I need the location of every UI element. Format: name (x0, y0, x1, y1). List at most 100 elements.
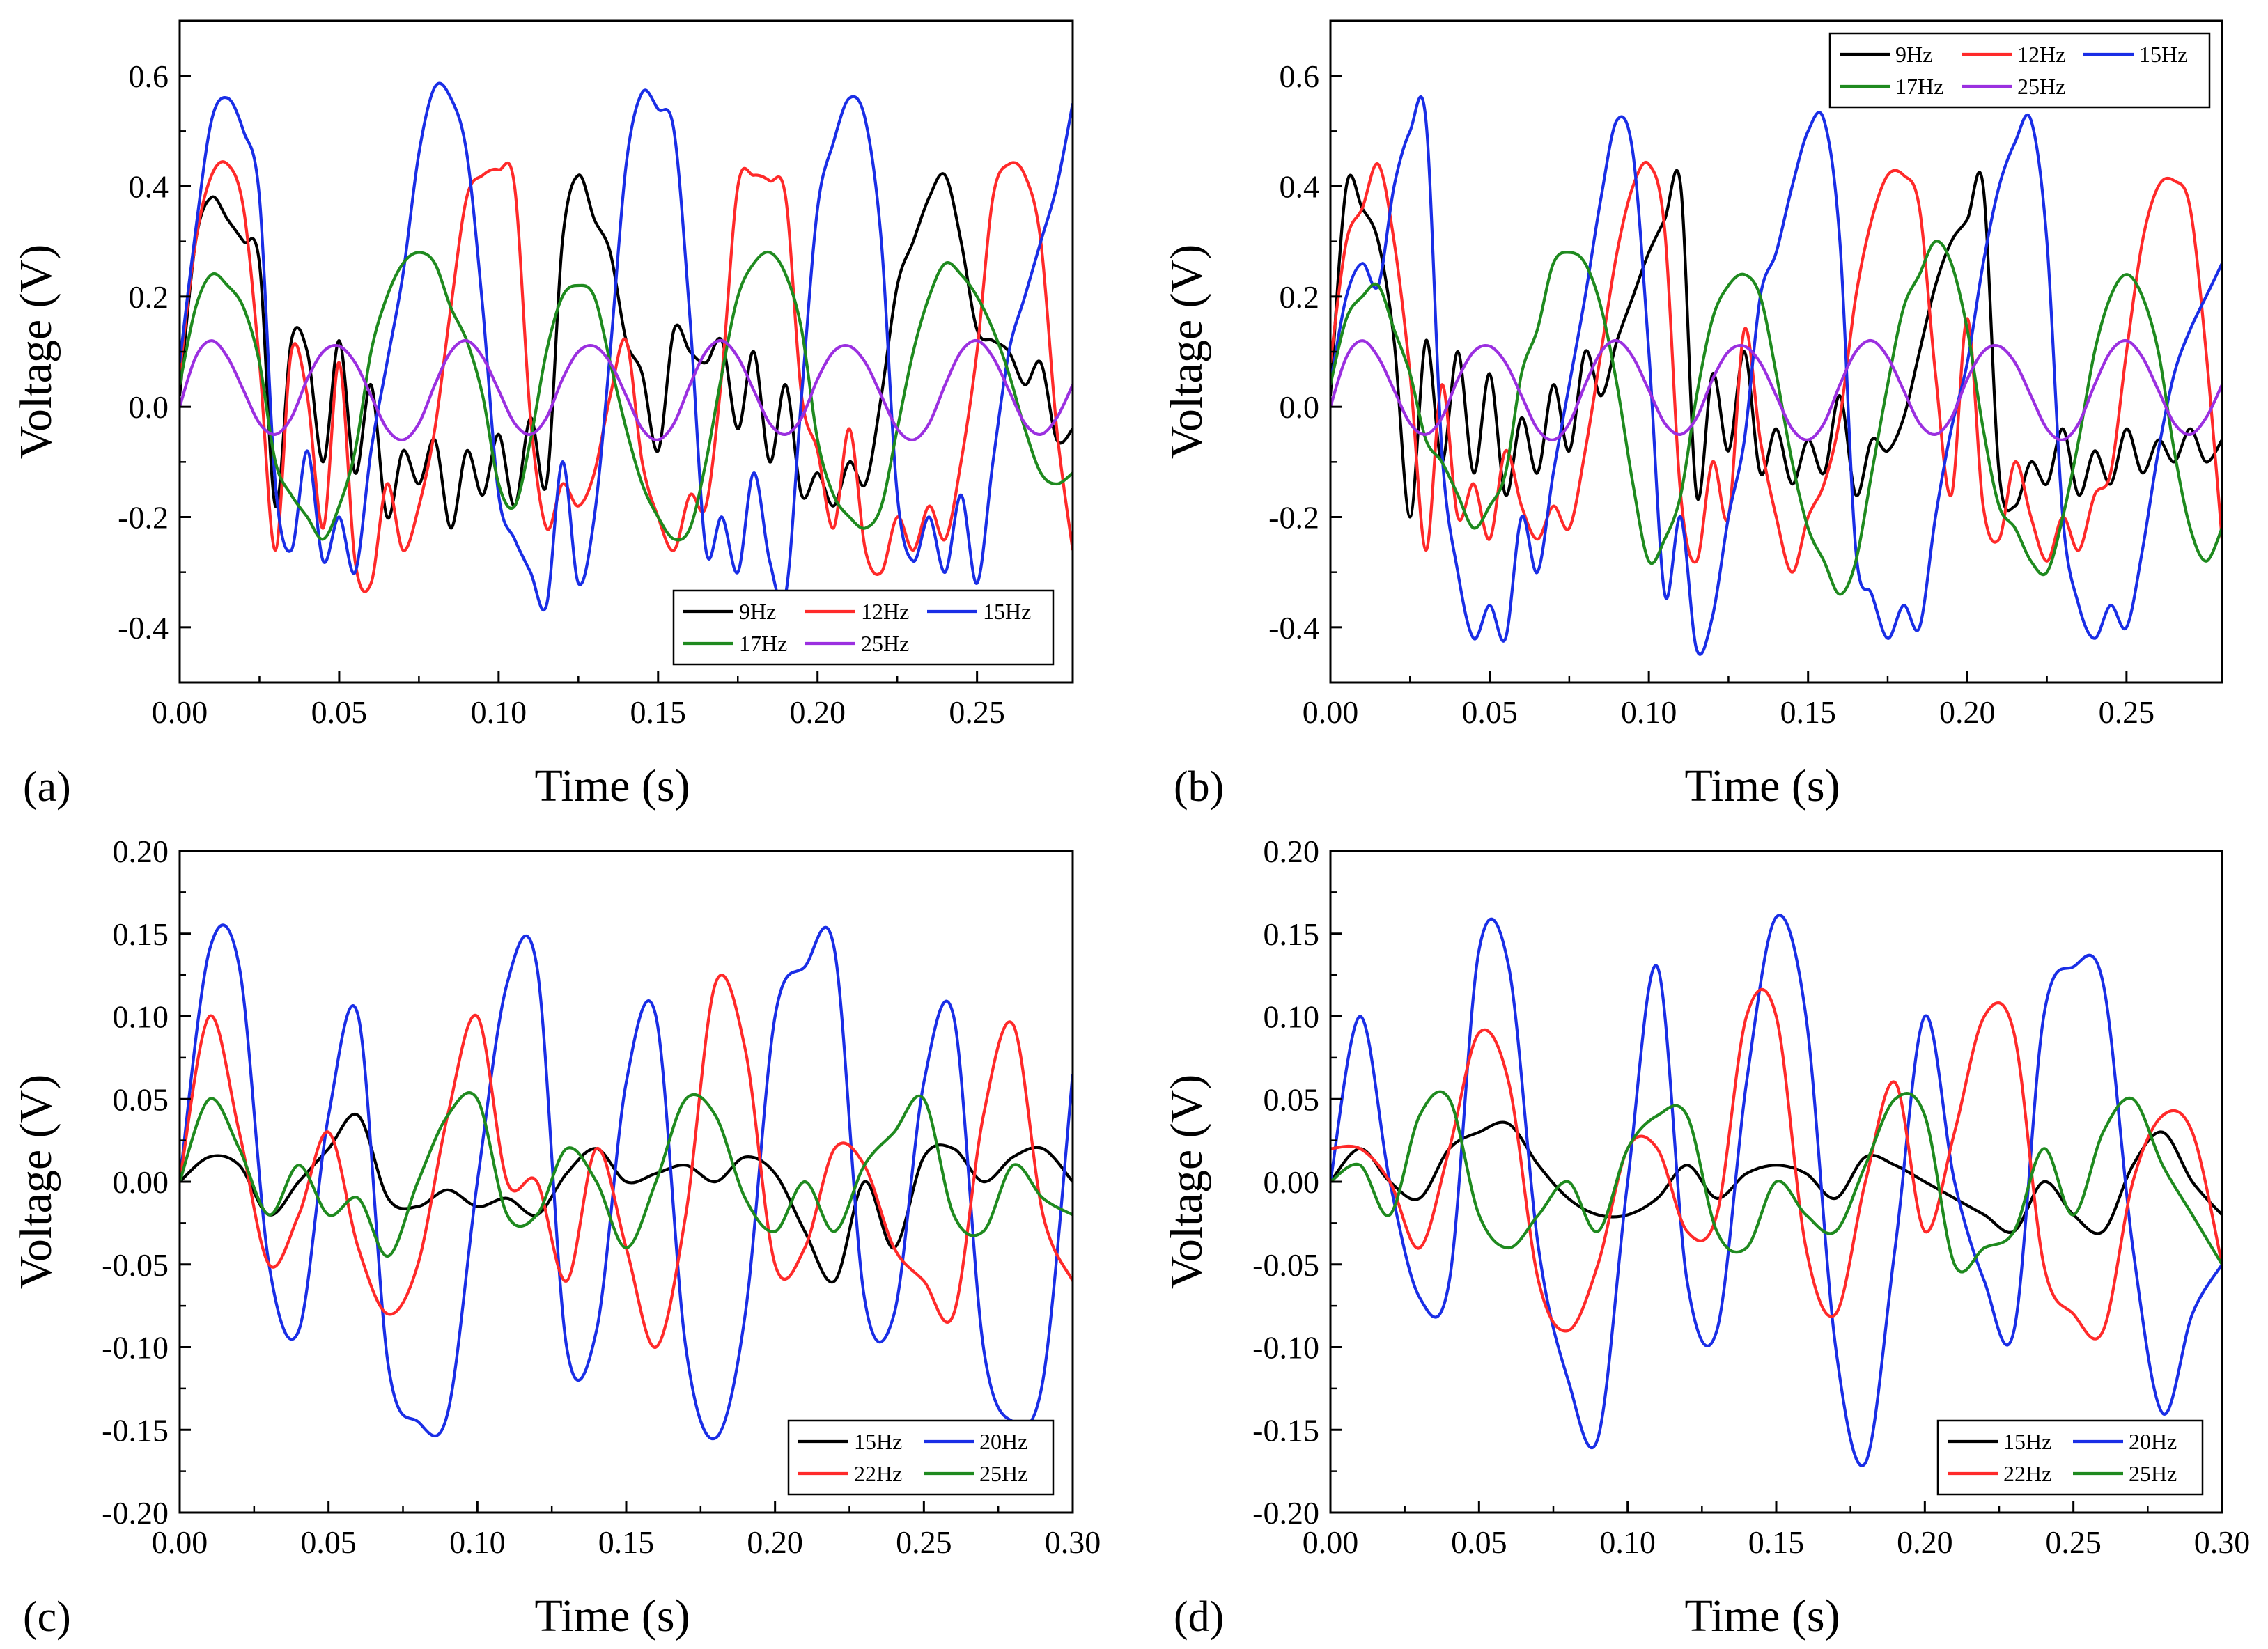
legend-label-15Hz: 15Hz (983, 599, 1031, 624)
series-line-25Hz (180, 1091, 1073, 1258)
y-tick-label: 0.6 (1280, 58, 1320, 94)
series-line-12Hz (180, 160, 1073, 593)
y-tick-label: 0.2 (129, 279, 169, 315)
series-line-25Hz (1330, 1090, 2222, 1274)
y-axis-label: Voltage (V) (1161, 1074, 1212, 1290)
x-tick-label: 0.30 (1045, 1524, 1101, 1560)
legend-label-15Hz: 15Hz (2139, 42, 2187, 67)
x-tick-label: 0.20 (1939, 694, 1996, 730)
series-line-20Hz (180, 923, 1073, 1441)
series-line-22Hz (1330, 987, 2222, 1341)
series-line-15Hz (180, 81, 1073, 612)
x-tick-label: 0.15 (598, 1524, 655, 1560)
x-tick-label: 0.05 (311, 694, 368, 730)
x-tick-label: 0.00 (1303, 1524, 1359, 1560)
y-tick-label: -0.2 (1268, 500, 1319, 536)
y-tick-label: -0.15 (102, 1412, 169, 1448)
x-axis-label: Time (s) (1684, 1591, 1840, 1641)
legend-label-25Hz: 25Hz (2017, 74, 2065, 99)
y-axis-label: Voltage (V) (10, 244, 61, 460)
y-tick-label: 0.0 (129, 389, 169, 425)
x-tick-label: 0.00 (1303, 694, 1359, 730)
panel-c: 0.00 0.05 0.10 0.15 0.20 0.25 0.30 -0.20 -0.15 -0… (10, 834, 1101, 1641)
legend-box (1828, 32, 2211, 109)
series-line-17Hz (1330, 240, 2222, 596)
series-line-9Hz (180, 172, 1073, 530)
x-tick-label: 0.20 (1897, 1524, 1953, 1560)
x-tick-label: 0.10 (1599, 1524, 1656, 1560)
panel-a: 0.00 0.05 0.10 0.15 0.20 0.25 -0.4 -0.2 0.0 0.2 0.… (10, 19, 1074, 811)
y-tick-label: 0.05 (113, 1081, 169, 1117)
plot-frame (178, 19, 1074, 684)
series-line-17Hz (180, 250, 1073, 542)
legend-box (787, 1419, 1055, 1496)
legend-label-12Hz: 12Hz (861, 599, 909, 624)
legend-label-9Hz: 9Hz (739, 599, 776, 624)
legend-label-22Hz: 22Hz (2003, 1461, 2051, 1486)
x-tick-label: 0.15 (1780, 694, 1836, 730)
x-tick-label: 0.10 (471, 694, 527, 730)
legend-label-17Hz: 17Hz (739, 631, 787, 656)
y-tick-label: -0.15 (1252, 1412, 1319, 1448)
series-line-15Hz (180, 1112, 1073, 1284)
panel-d: 0.00 0.05 0.10 0.15 0.20 0.25 0.30 -0.20 -0.15 -0… (1161, 834, 2250, 1641)
series-line-9Hz (1330, 169, 2222, 519)
x-tick-label: 0.15 (1748, 1524, 1805, 1560)
plot-frame (1329, 19, 2223, 684)
y-tick-label: -0.05 (102, 1247, 169, 1283)
series-line-25Hz (180, 338, 1073, 441)
x-tick-label: 0.05 (1461, 694, 1518, 730)
x-tick-label: 0.20 (789, 694, 846, 730)
series-line-20Hz (1330, 914, 2222, 1467)
legend-label-20Hz: 20Hz (2129, 1429, 2177, 1454)
y-tick-label: 0.00 (113, 1164, 169, 1200)
y-tick-label: 0.15 (1264, 916, 1320, 952)
x-axis-label: Time (s) (534, 1591, 690, 1641)
x-tick-label: 0.25 (2099, 694, 2155, 730)
y-tick-label: 0.05 (1264, 1081, 1320, 1117)
y-tick-label: 0.4 (129, 169, 169, 205)
y-tick-label: -0.20 (102, 1495, 169, 1531)
y-tick-label: -0.4 (1268, 610, 1319, 646)
legend-label-9Hz: 9Hz (1895, 42, 1932, 67)
legend-box (1936, 1419, 2204, 1496)
panel-label: (a) (23, 763, 71, 811)
x-tick-label: 0.20 (747, 1524, 803, 1560)
series-line-22Hz (180, 974, 1073, 1349)
y-axis-label: Voltage (V) (1161, 244, 1212, 460)
panel-b: 0.00 0.05 0.10 0.15 0.20 0.25 -0.4 -0.2 0.0 0.2 0.… (1161, 19, 2223, 811)
series-line-15Hz (1330, 95, 2222, 656)
panel-label: (d) (1174, 1593, 1224, 1641)
y-tick-label: -0.05 (1252, 1247, 1319, 1283)
panel-label: (b) (1174, 763, 1224, 811)
y-tick-label: 0.6 (129, 58, 169, 94)
x-axis-label: Time (s) (534, 760, 690, 811)
legend-label-15Hz: 15Hz (2003, 1429, 2051, 1454)
y-tick-label: 0.10 (1264, 999, 1320, 1035)
y-tick-label: 0.10 (113, 999, 169, 1035)
panel-label: (c) (23, 1593, 71, 1641)
x-axis-label: Time (s) (1684, 760, 1840, 811)
x-tick-label: 0.00 (152, 694, 208, 730)
y-tick-label: 0.4 (1280, 169, 1320, 205)
series-line-25Hz (1330, 338, 2222, 441)
y-tick-label: 0.20 (1264, 834, 1320, 869)
y-tick-label: -0.4 (118, 610, 169, 646)
legend-label-20Hz: 20Hz (979, 1429, 1027, 1454)
x-tick-label: 0.25 (949, 694, 1005, 730)
x-tick-label: 0.10 (1621, 694, 1677, 730)
y-tick-label: 0.00 (1264, 1164, 1320, 1200)
legend-label-17Hz: 17Hz (1895, 74, 1943, 99)
x-tick-label: 0.00 (152, 1524, 208, 1560)
x-tick-label: 0.15 (630, 694, 687, 730)
x-tick-label: 0.25 (2045, 1524, 2102, 1560)
series-line-15Hz (1330, 1120, 2222, 1235)
legend-label-25Hz: 25Hz (979, 1461, 1027, 1486)
y-tick-label: 0.20 (113, 834, 169, 869)
x-tick-label: 0.10 (449, 1524, 506, 1560)
legend-label-22Hz: 22Hz (854, 1461, 902, 1486)
legend-label-15Hz: 15Hz (854, 1429, 902, 1454)
y-tick-label: -0.20 (1252, 1495, 1319, 1531)
x-tick-label: 0.30 (2194, 1524, 2251, 1560)
